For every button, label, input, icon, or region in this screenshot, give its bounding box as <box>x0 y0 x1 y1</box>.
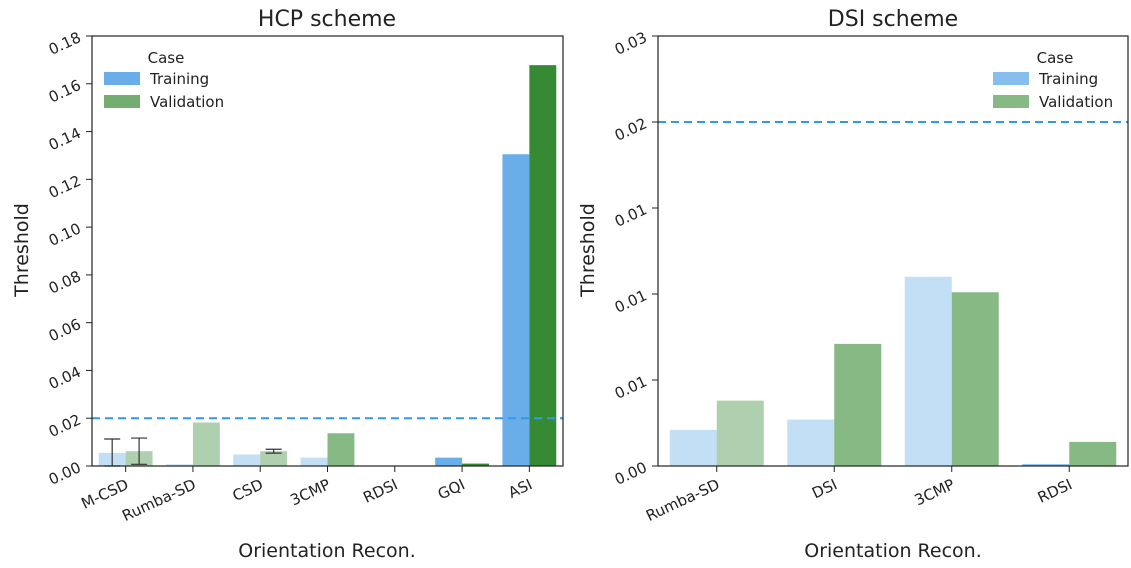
hcp-ytick-label: 0.16 <box>46 76 84 106</box>
hcp-ytick-label: 0.14 <box>46 124 84 154</box>
dsi-xtick-label: Rumba-SD <box>643 475 722 525</box>
hcp-legend-training-label: Training <box>149 70 209 88</box>
dsi-bar-validation <box>1069 441 1117 466</box>
dsi-bar-training <box>787 419 835 466</box>
dsi-ytick-label: 0.02 <box>612 114 650 144</box>
dsi-legend-training-label: Training <box>1038 70 1098 88</box>
hcp-bar-training <box>435 457 463 466</box>
hcp-bar-training <box>502 154 530 466</box>
hcp-legend-title: Case <box>148 49 185 67</box>
dsi-xtick-label: 3CMP <box>912 475 958 509</box>
dsi-bar-training <box>1022 464 1070 466</box>
hcp-bar-training <box>233 454 261 466</box>
hcp-xlabel: Orientation Recon. <box>238 540 416 562</box>
hcp-bar-validation <box>192 422 220 466</box>
hcp-panel: HCP scheme Threshold Orientation Recon. … <box>11 7 564 562</box>
dsi-title: DSI scheme <box>828 7 958 32</box>
hcp-bar-validation <box>462 463 489 466</box>
hcp-legend-validation-swatch <box>104 95 140 108</box>
dsi-plot-frame <box>657 35 1129 467</box>
hcp-ytick-label: 0.02 <box>46 411 84 441</box>
dsi-xtick-label: DSI <box>809 475 840 502</box>
hcp-legend-training-swatch <box>104 72 140 85</box>
dsi-ytick-label: 0.01 <box>612 200 650 230</box>
hcp-title: HCP scheme <box>258 7 396 32</box>
hcp-bar-validation <box>529 65 557 467</box>
dsi-legend-title: Case <box>1037 49 1074 67</box>
hcp-xtick-label: 3CMP <box>288 475 334 509</box>
hcp-xtick-label: CSD <box>230 475 266 505</box>
dsi-legend-validation-label: Validation <box>1039 93 1113 111</box>
hcp-ytick-label: 0.10 <box>46 219 84 249</box>
hcp-bar-training <box>166 464 193 466</box>
hcp-bar-training <box>300 457 328 466</box>
dsi-xlabel: Orientation Recon. <box>804 540 982 562</box>
hcp-ytick-label: 0.08 <box>46 267 84 297</box>
dsi-ytick-label: 0.03 <box>612 28 650 58</box>
dsi-panel: DSI scheme Threshold Orientation Recon. … <box>577 7 1129 562</box>
hcp-ylabel: Threshold <box>11 203 33 298</box>
dsi-ytick-label: 0.01 <box>612 372 650 402</box>
hcp-legend-validation-label: Validation <box>150 93 224 111</box>
hcp-error-bar-validation <box>265 448 282 454</box>
hcp-xtick-label: RDSI <box>360 475 400 506</box>
hcp-ytick-label: 0.04 <box>46 363 84 393</box>
dsi-bar-validation <box>951 292 999 466</box>
dsi-ylabel: Threshold <box>577 203 599 298</box>
hcp-xtick-label: GQI <box>435 475 468 503</box>
hcp-plot-frame <box>91 35 564 467</box>
hcp-bar-validation <box>327 433 355 466</box>
dsi-ytick-label: 0.00 <box>612 458 650 488</box>
dsi-bar-training <box>904 276 952 466</box>
dsi-legend-training-swatch <box>993 72 1029 85</box>
dsi-bar-validation <box>834 343 882 466</box>
hcp-bar-validation <box>260 451 288 466</box>
dsi-xtick-label: RDSI <box>1035 475 1075 506</box>
dsi-legend-validation-swatch <box>993 95 1029 108</box>
dsi-bar-validation <box>716 400 764 466</box>
hcp-error-bar-validation <box>131 437 148 465</box>
hcp-xtick-label: ASI <box>505 475 535 502</box>
hcp-ytick-label: 0.18 <box>46 28 84 58</box>
hcp-ytick-label: 0.06 <box>46 315 84 345</box>
hcp-ytick-label: 0.00 <box>46 458 84 488</box>
dsi-ytick-label: 0.01 <box>612 286 650 316</box>
dsi-bar-training <box>669 429 717 466</box>
hcp-ytick-label: 0.12 <box>46 172 84 202</box>
hcp-xtick-label: Rumba-SD <box>119 475 198 525</box>
